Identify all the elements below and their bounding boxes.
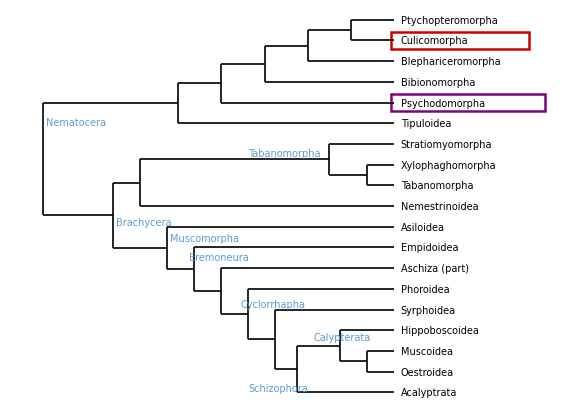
Text: Eremoneura: Eremoneura [189,252,249,262]
Text: Bibionomorpha: Bibionomorpha [401,78,475,88]
Text: Muscoidea: Muscoidea [401,346,452,356]
Text: Oestroidea: Oestroidea [401,367,454,377]
Text: Cyclorrhapha: Cyclorrhapha [240,299,305,309]
Text: Psychodomorpha: Psychodomorpha [401,98,484,108]
Text: Phoroidea: Phoroidea [401,284,449,294]
Text: Schizophora: Schizophora [248,383,308,393]
Text: Stratiomyomorpha: Stratiomyomorpha [401,139,492,150]
Text: Muscomorpha: Muscomorpha [170,233,239,243]
Text: Tipuloidea: Tipuloidea [401,119,451,129]
Text: Nematocera: Nematocera [46,118,106,128]
Text: Ptychopteromorpha: Ptychopteromorpha [401,16,497,26]
Text: Empidoidea: Empidoidea [401,243,458,253]
Text: Hippoboscoidea: Hippoboscoidea [401,326,479,335]
Text: Aschiza (part): Aschiza (part) [401,263,469,274]
Text: Tabanomorpha: Tabanomorpha [248,149,321,159]
Text: Blephariceromorpha: Blephariceromorpha [401,57,500,67]
Text: Syrphoidea: Syrphoidea [401,305,456,315]
Text: Culicomorpha: Culicomorpha [401,36,468,46]
Text: Acalyptrata: Acalyptrata [401,387,457,398]
Text: Asiloidea: Asiloidea [401,222,445,232]
Text: Calypterata: Calypterata [313,332,370,342]
Text: Nemestrinoidea: Nemestrinoidea [401,202,478,211]
Text: Brachycera: Brachycera [116,217,171,227]
Text: Xylophaghomorpha: Xylophaghomorpha [401,160,496,170]
Text: Tabanomorpha: Tabanomorpha [401,181,473,191]
